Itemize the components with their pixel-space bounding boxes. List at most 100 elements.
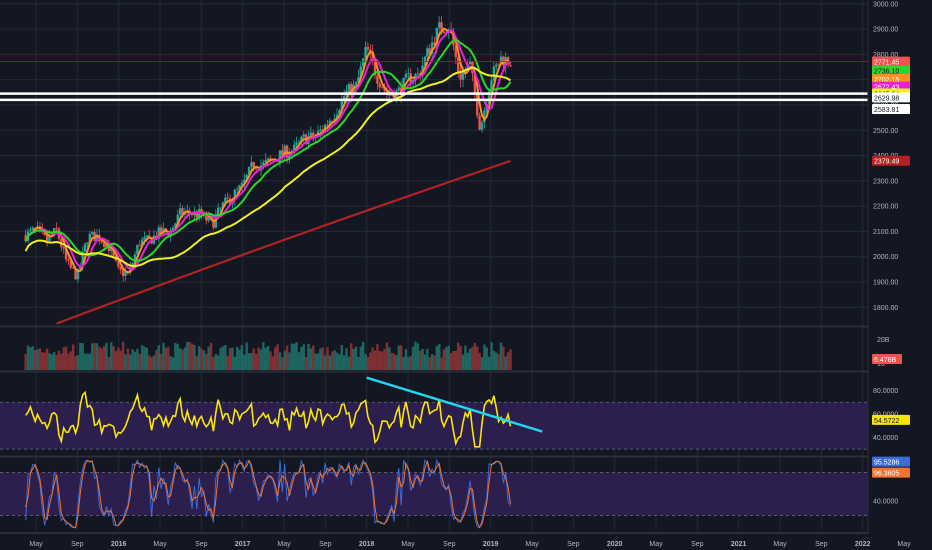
volume-bar[interactable] <box>468 348 472 370</box>
candle-body[interactable] <box>338 110 341 115</box>
candle-body[interactable] <box>361 58 365 67</box>
volume-bar[interactable] <box>438 344 441 370</box>
volume-bar[interactable] <box>200 348 203 370</box>
candle-body[interactable] <box>171 227 175 231</box>
volume-bar[interactable] <box>262 342 265 370</box>
candle-body[interactable] <box>466 64 469 71</box>
candle-body[interactable] <box>62 247 65 249</box>
volume-bar[interactable] <box>392 353 396 370</box>
volume-bar[interactable] <box>67 353 70 370</box>
candle-body[interactable] <box>380 87 384 89</box>
candle-body[interactable] <box>250 162 253 167</box>
volume-bar[interactable] <box>266 345 270 370</box>
volume-bar[interactable] <box>314 353 317 370</box>
volume-bar[interactable] <box>195 355 198 370</box>
candle-body[interactable] <box>124 271 127 277</box>
candle-body[interactable] <box>107 243 111 252</box>
candle-body[interactable] <box>495 64 498 67</box>
candle-body[interactable] <box>224 197 227 203</box>
volume-bar[interactable] <box>233 356 237 370</box>
volume-bar[interactable] <box>364 353 367 370</box>
candle-body[interactable] <box>105 243 108 247</box>
volume-bar[interactable] <box>202 350 206 370</box>
volume-bar[interactable] <box>445 347 448 370</box>
volume-bar[interactable] <box>333 350 336 370</box>
volume-bar[interactable] <box>506 352 510 370</box>
candle-body[interactable] <box>247 166 251 175</box>
volume-bar[interactable] <box>110 342 113 370</box>
candle-body[interactable] <box>45 235 49 241</box>
candle-body[interactable] <box>207 217 210 221</box>
volume-bar[interactable] <box>304 357 308 370</box>
candle-body[interactable] <box>238 185 241 190</box>
volume-bar[interactable] <box>255 353 258 370</box>
volume-bar[interactable] <box>390 352 393 370</box>
volume-panel[interactable] <box>24 341 512 370</box>
volume-bar[interactable] <box>186 341 189 370</box>
rsi-trendline[interactable] <box>366 376 543 433</box>
volume-bar[interactable] <box>274 347 277 370</box>
volume-bar[interactable] <box>421 348 424 370</box>
volume-bar[interactable] <box>205 353 208 370</box>
candle-body[interactable] <box>312 132 315 138</box>
volume-bar[interactable] <box>483 344 486 370</box>
volume-bar[interactable] <box>162 342 165 370</box>
volume-bar[interactable] <box>52 351 56 370</box>
volume-bar[interactable] <box>81 343 84 370</box>
volume-bar[interactable] <box>231 347 234 370</box>
rsi-panel[interactable] <box>25 376 543 448</box>
candle-body[interactable] <box>288 154 291 158</box>
candle-body[interactable] <box>323 124 327 131</box>
volume-bar[interactable] <box>243 354 246 370</box>
volume-bar[interactable] <box>423 354 427 370</box>
volume-bar[interactable] <box>45 348 49 370</box>
volume-bar[interactable] <box>235 347 239 370</box>
candle-body[interactable] <box>473 73 477 94</box>
volume-bar[interactable] <box>442 349 446 370</box>
candle-body[interactable] <box>302 134 305 137</box>
volume-bar[interactable] <box>459 346 462 370</box>
candle-body[interactable] <box>461 71 465 80</box>
volume-bar[interactable] <box>257 347 260 370</box>
volume-bar[interactable] <box>228 348 232 370</box>
volume-bar[interactable] <box>354 346 358 370</box>
candle-body[interactable] <box>264 160 267 163</box>
volume-bar[interactable] <box>72 344 75 370</box>
candle-body[interactable] <box>342 96 346 99</box>
candle-body[interactable] <box>216 207 220 216</box>
candle-body[interactable] <box>373 60 377 76</box>
volume-bar[interactable] <box>428 357 431 370</box>
volume-bar[interactable] <box>219 348 222 370</box>
candle-body[interactable] <box>300 136 303 142</box>
volume-bar[interactable] <box>95 343 99 370</box>
volume-bar[interactable] <box>271 356 275 370</box>
volume-bar[interactable] <box>157 345 160 370</box>
volume-bar[interactable] <box>152 355 156 370</box>
candle-body[interactable] <box>140 239 144 245</box>
volume-bar[interactable] <box>414 341 417 370</box>
candle-body[interactable] <box>490 80 493 92</box>
volume-bar[interactable] <box>245 342 248 370</box>
volume-bar[interactable] <box>385 342 389 370</box>
candle-body[interactable] <box>502 56 505 66</box>
candle-body[interactable] <box>404 74 408 78</box>
volume-bar[interactable] <box>193 345 196 370</box>
candle-body[interactable] <box>176 214 179 224</box>
volume-bar[interactable] <box>338 354 341 370</box>
candle-body[interactable] <box>143 237 146 240</box>
volume-bar[interactable] <box>181 349 184 370</box>
candle-body[interactable] <box>159 227 163 234</box>
candle-body[interactable] <box>221 202 225 208</box>
volume-bar[interactable] <box>124 354 127 370</box>
candle-body[interactable] <box>67 259 70 261</box>
volume-bar[interactable] <box>361 341 365 370</box>
volume-bar[interactable] <box>290 343 294 370</box>
volume-bar[interactable] <box>397 345 401 370</box>
candle-body[interactable] <box>55 228 58 229</box>
candle-body[interactable] <box>117 260 120 267</box>
candle-body[interactable] <box>245 174 248 180</box>
volume-bar[interactable] <box>331 351 334 370</box>
candle-body[interactable] <box>435 27 439 46</box>
volume-bar[interactable] <box>133 351 137 370</box>
